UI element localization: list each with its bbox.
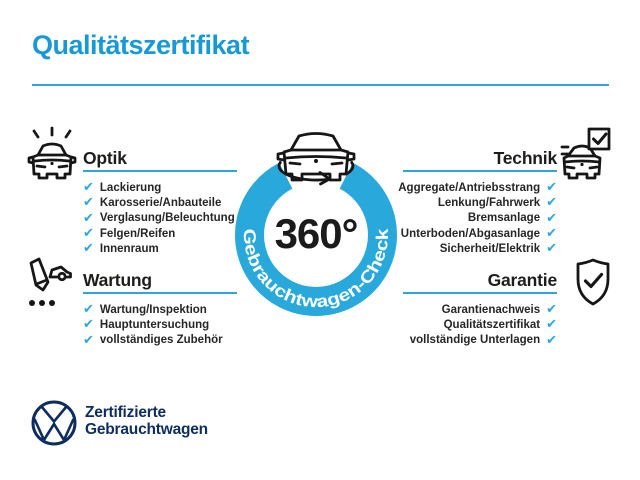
section-garantie: Garantie ✔ Garantienachweis ✔ Qualitätsz…	[403, 270, 557, 348]
checklist-item-label: Verglasung/Beleuchtung	[99, 212, 235, 225]
check-icon: ✔	[546, 302, 557, 318]
section-technik: Technik ✔ Aggregate/Antriebsstrang ✔ Len…	[398, 148, 558, 256]
check-icon: ✔	[546, 210, 557, 226]
checklist-item-label: Qualitätszertifikat	[443, 318, 541, 331]
checklist-item-label: Sicherheit/Elektrik	[439, 242, 541, 255]
garantie-checklist: ✔ Garantienachweis ✔ Qualitätszertifikat…	[403, 302, 557, 348]
car-checkbox-icon	[560, 127, 611, 180]
check-icon: ✔	[546, 226, 557, 242]
360-check-ring-graphic: Gebrauchtwagen-Check 360°	[235, 132, 397, 316]
wartung-checklist: ✔ Wartung/Inspektion ✔ Hauptuntersuchung…	[83, 302, 237, 348]
checklist-item-label: Bremsanlage	[467, 212, 541, 225]
checklist-item: ✔ Felgen/Reifen	[83, 226, 237, 241]
check-icon: ✔	[546, 180, 557, 196]
checklist-item-label: Karosserie/Anbauteile	[99, 196, 222, 209]
section-divider	[403, 292, 557, 294]
section-title-optik: Optik	[83, 148, 127, 168]
section-divider	[403, 170, 557, 172]
car-front-rotation-icon	[276, 132, 356, 186]
checklist-item-label: Lenkung/Fahrwerk	[437, 196, 541, 209]
checklist-item-label: Wartung/Inspektion	[99, 303, 207, 316]
check-icon: ✔	[546, 195, 557, 211]
checklist-item: ✔ Wartung/Inspektion	[83, 302, 237, 317]
section-wartung: Wartung ✔ Wartung/Inspektion ✔ Hauptunte…	[83, 270, 237, 348]
checklist-item: ✔ Qualitätszertifikat	[403, 317, 557, 332]
checklist-item: ✔ Lenkung/Fahrwerk	[403, 195, 557, 210]
checklist-item: ✔ Lackierung	[83, 180, 237, 195]
checklist-item: ✔ Garantienachweis	[403, 302, 557, 317]
checklist-item: ✔ Karosserie/Anbauteile	[83, 195, 237, 210]
checklist-item-label: Lackierung	[99, 181, 162, 194]
shield-check-icon	[576, 258, 610, 306]
checklist-item: ✔ vollständige Unterlagen	[403, 333, 557, 348]
check-icon: ✔	[83, 226, 94, 242]
check-icon: ✔	[83, 332, 94, 348]
checklist-item: ✔ vollständiges Zubehör	[83, 333, 237, 348]
checklist-item: ✔ Aggregate/Antriebsstrang	[398, 180, 557, 196]
degree-label: 360°	[275, 210, 358, 257]
section-divider	[83, 292, 237, 294]
checklist-item-label: vollständige Unterlagen	[409, 334, 541, 347]
checklist-item-label: Garantienachweis	[441, 303, 541, 316]
service-checklist-icon	[29, 257, 72, 306]
checklist-item: ✔ Verglasung/Beleuchtung	[83, 211, 237, 226]
checklist-item: ✔ Hauptuntersuchung	[83, 317, 237, 332]
section-title-technik: Technik	[493, 148, 558, 168]
check-icon: ✔	[546, 317, 557, 333]
checklist-item: ✔ Unterboden/Abgasanlage	[400, 226, 557, 242]
check-icon: ✔	[546, 241, 557, 257]
page-title: Qualitätszertifikat	[32, 30, 250, 60]
checklist-item-label: Aggregate/Antriebsstrang	[398, 181, 541, 194]
checklist-item-label: Hauptuntersuchung	[99, 318, 210, 331]
checklist-item: ✔ Bremsanlage	[403, 211, 557, 226]
brand-line2: Gebrauchtwagen	[85, 421, 208, 438]
car-shine-icon	[27, 126, 77, 180]
check-icon: ✔	[83, 195, 94, 211]
check-icon: ✔	[83, 180, 94, 196]
checklist-item-label: Felgen/Reifen	[99, 227, 176, 240]
ring-arc	[235, 162, 397, 316]
checklist-item: ✔ Innenraum	[83, 241, 237, 256]
checklist-item: ✔ Sicherheit/Elektrik	[403, 241, 557, 256]
optik-checklist: ✔ Lackierung ✔ Karosserie/Anbauteile ✔ V…	[83, 180, 237, 256]
checklist-item-label: Unterboden/Abgasanlage	[400, 227, 541, 240]
checklist-item-label: Innenraum	[99, 242, 159, 255]
technik-checklist: ✔ Aggregate/Antriebsstrang ✔ Lenkung/Fah…	[398, 180, 557, 256]
section-title-wartung: Wartung	[83, 270, 152, 290]
brand-text: Zertifizierte Gebrauchtwagen	[85, 404, 208, 438]
checklist-item-label: vollständiges Zubehör	[99, 334, 223, 347]
brand-line1: Zertifizierte	[85, 404, 166, 421]
check-icon: ✔	[83, 302, 94, 318]
check-icon: ✔	[83, 210, 94, 226]
section-title-garantie: Garantie	[487, 270, 558, 290]
section-divider	[83, 170, 237, 172]
section-optik: Optik ✔ Lackierung ✔ Karosserie/Anbautei…	[83, 148, 237, 256]
check-icon: ✔	[546, 332, 557, 348]
check-icon: ✔	[83, 317, 94, 333]
vw-logo	[31, 400, 77, 446]
check-icon: ✔	[83, 241, 94, 257]
title-divider	[32, 84, 609, 86]
